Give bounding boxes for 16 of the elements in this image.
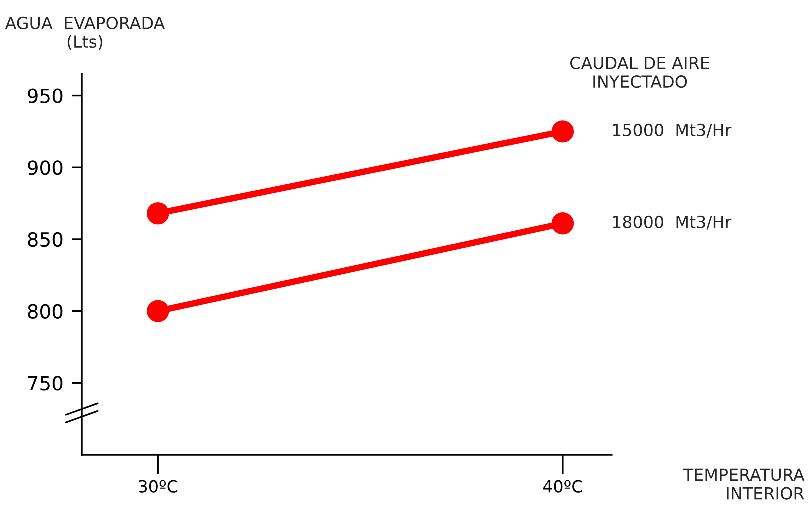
point [552, 120, 574, 143]
point [552, 212, 574, 235]
y-tick-label: 900 [28, 160, 63, 176]
point [147, 300, 170, 322]
y-tick-label: 950 [28, 88, 63, 104]
x-tick-label: 40ºC [543, 480, 582, 493]
point [147, 202, 170, 225]
text: 18000 Mt3/Hr [613, 216, 732, 230]
x-axis-title: TEMPERATURA INTERIOR [683, 468, 805, 500]
y-tick-label: 800 [28, 304, 63, 319]
legend-title: CAUDAL DE AIRE INYECTADO [570, 56, 710, 88]
y-tick-label: 850 [28, 232, 63, 248]
y-axis-title: AGUA EVAPORADA (Lts) [5, 16, 166, 50]
text: 15000 Mt3/Hr [613, 124, 732, 138]
x-tick-label: 30ºC [139, 480, 178, 493]
y-tick-label: 750 [28, 376, 63, 391]
